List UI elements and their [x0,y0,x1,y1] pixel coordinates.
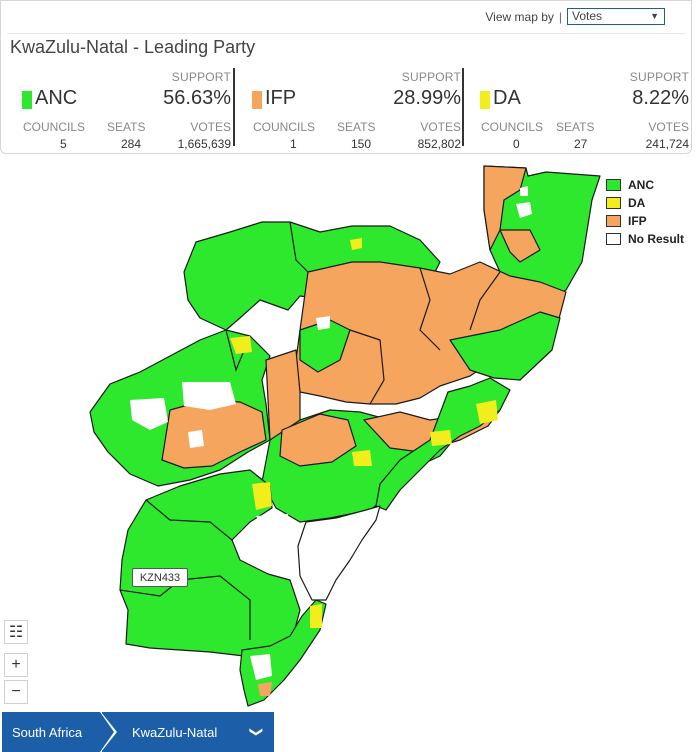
view-by-separator: | [558,9,562,24]
breadcrumb-item-kwazulu-natal[interactable]: KwaZulu-Natal ❯ [102,712,274,752]
party-color-swatch [480,91,490,109]
seats-label: SEATS [337,120,376,134]
view-by-select[interactable]: Votes ▼ [567,8,665,25]
party-color-swatch [252,91,262,109]
legend-swatch [606,233,621,245]
zoom-out-button[interactable]: − [4,680,28,704]
seats-label: SEATS [556,120,595,134]
councils-value: 5 [60,137,67,151]
seats-label: SEATS [107,120,146,134]
plus-icon: + [11,656,21,673]
summary-panel: View map by | Votes ▼ KwaZulu-Natal - Le… [0,0,692,154]
party-card-anc: SUPPORT ANC 56.63% COUNCILS SEATS VOTES … [21,67,231,151]
party-support: 8.22% [632,87,689,109]
votes-value: 1,665,639 [177,137,231,151]
legend-label: IFP [628,214,647,228]
councils-label: COUNCILS [481,120,544,134]
list-icon: ☷ [8,624,24,641]
map-legend: ANC DA IFP No Result [606,176,684,248]
map-region-central-anc [449,311,561,381]
votes-label: VOTES [420,120,461,134]
breadcrumb-item-south-africa[interactable]: South Africa [2,712,117,752]
legend-label: DA [628,196,646,210]
legend-item: No Result [606,230,684,248]
list-toggle-button[interactable]: ☷ [4,620,28,644]
chevron-down-icon: ❯ [249,726,265,738]
minus-icon: − [11,683,21,700]
legend-item: ANC [606,176,684,194]
breadcrumb-label: KwaZulu-Natal [132,724,218,740]
view-by-control: View map by | Votes ▼ [485,8,665,25]
seats-value: 27 [574,137,588,151]
map-region-south [239,599,327,707]
party-divider [233,68,235,146]
region-tooltip: KZN433 [132,568,188,587]
party-name: IFP [265,87,297,109]
support-label: SUPPORT [171,70,231,84]
view-by-value: Votes [572,9,603,23]
councils-value: 0 [513,137,520,151]
legend-item: IFP [606,212,684,230]
support-label: SUPPORT [629,70,689,84]
party-name: ANC [35,87,78,109]
party-divider [462,68,464,146]
dropdown-arrow-icon: ▼ [650,11,659,21]
legend-label: ANC [628,178,654,192]
votes-value: 852,802 [417,137,461,151]
legend-item: DA [606,194,684,212]
party-card-ifp: SUPPORT IFP 28.99% COUNCILS SEATS VOTES … [251,67,461,151]
legend-swatch [606,197,621,209]
province-map[interactable] [0,160,696,712]
map-region-midsouth-ifp [279,413,357,467]
party-support: 28.99% [393,87,461,109]
map-region-north-ifp [483,165,527,251]
party-card-da: SUPPORT DA 8.22% COUNCILS SEATS VOTES 0 … [479,67,689,151]
map-region-north-ifp2 [499,229,541,263]
breadcrumb: South Africa KwaZulu-Natal ❯ [2,712,274,752]
view-by-label: View map by [485,9,554,24]
breadcrumb-label: South Africa [12,724,83,740]
votes-value: 241,724 [645,137,689,151]
legend-swatch [606,215,621,227]
zoom-in-button[interactable]: + [4,653,28,677]
map-region-north [483,165,601,301]
party-name: DA [493,87,521,109]
support-label: SUPPORT [401,70,461,84]
seats-value: 284 [121,137,142,151]
votes-label: VOTES [190,120,231,134]
map-region-west-ifp [161,399,267,469]
councils-label: COUNCILS [253,120,316,134]
party-color-swatch [22,91,32,109]
header-divider [7,33,685,34]
seats-value: 150 [351,137,372,151]
map-region-no-result [297,505,381,601]
party-support: 56.63% [163,87,231,109]
councils-label: COUNCILS [23,120,86,134]
legend-swatch [606,179,621,191]
votes-label: VOTES [648,120,689,134]
councils-value: 1 [290,137,297,151]
page-title: KwaZulu-Natal - Leading Party [10,37,256,57]
legend-label: No Result [628,232,685,246]
